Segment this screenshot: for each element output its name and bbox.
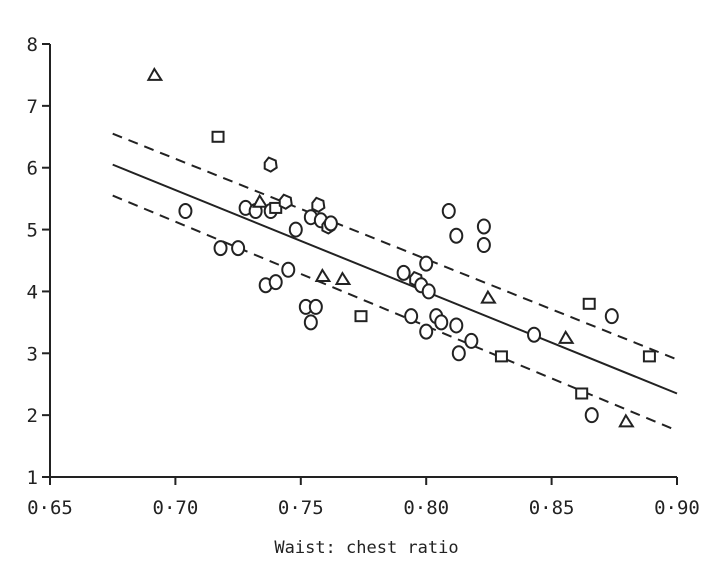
regression-lines (112, 132, 678, 432)
data-point-triangle (557, 329, 575, 344)
data-point-circle (396, 264, 411, 281)
x-tick-label: 0·90 (654, 497, 700, 519)
data-point-circle (178, 203, 193, 220)
x-axis-ticks: 0·65 0·70 0·75 0·80 0·85 0·90 (27, 477, 700, 519)
y-tick-label: 4 (27, 281, 38, 303)
data-point-circle (231, 240, 246, 257)
data-point-square (642, 350, 656, 363)
data-point-circle (268, 274, 283, 291)
data-point-circle (419, 323, 434, 340)
data-point-pentagon (311, 196, 326, 213)
x-tick-label: 0·70 (153, 497, 199, 519)
data-point-triangle (334, 271, 352, 286)
data-point-circle (451, 345, 466, 362)
data-point-circle (213, 240, 228, 257)
x-tick-label: 0·65 (27, 497, 73, 519)
data-point-pentagon (278, 193, 293, 210)
y-tick-label: 3 (27, 343, 38, 365)
data-points (146, 66, 656, 428)
y-tick-label: 5 (27, 220, 38, 242)
data-point-circle (604, 308, 619, 325)
x-tick-label: 0·75 (278, 497, 324, 519)
data-point-square (582, 297, 596, 310)
data-point-circle (281, 261, 296, 278)
data-point-square (494, 350, 508, 363)
x-axis-title: Waist: chest ratio (274, 538, 458, 558)
data-point-square (354, 310, 368, 323)
x-tick-label: 0·85 (529, 497, 575, 519)
data-point-triangle (251, 193, 269, 208)
data-point-circle (308, 298, 323, 315)
data-point-circle (527, 326, 542, 343)
confidence-band-line (112, 132, 678, 361)
x-tick-label: 0·80 (403, 497, 449, 519)
data-point-triangle (480, 289, 497, 304)
data-point-circle (421, 283, 436, 300)
axes (49, 44, 677, 478)
data-point-circle (449, 227, 464, 244)
data-point-circle (434, 314, 449, 331)
y-tick-label: 8 (27, 34, 38, 56)
confidence-band-line (112, 194, 678, 432)
data-point-triangle (146, 66, 164, 81)
data-point-triangle (618, 413, 635, 428)
y-tick-label: 6 (27, 158, 38, 180)
data-point-square (575, 387, 589, 400)
data-point-circle (288, 221, 303, 238)
data-point-circle (404, 308, 419, 325)
y-axis-ticks: 1 2 3 4 5 6 7 8 (27, 34, 50, 489)
data-point-circle (419, 255, 434, 272)
data-point-circle (476, 218, 491, 235)
data-point-circle (441, 203, 456, 220)
data-point-square (211, 130, 225, 143)
data-point-square (269, 201, 283, 214)
y-tick-label: 7 (27, 96, 38, 118)
regression-line (112, 163, 678, 395)
data-point-circle (303, 314, 318, 331)
data-point-triangle (314, 267, 332, 282)
y-tick-label: 2 (27, 405, 38, 427)
data-point-circle (323, 215, 338, 232)
data-point-circle (449, 317, 464, 334)
data-point-pentagon (263, 156, 278, 173)
data-point-circle (476, 237, 491, 254)
y-tick-label: 1 (27, 467, 38, 489)
data-point-circle (464, 332, 479, 349)
data-point-circle (584, 407, 599, 424)
